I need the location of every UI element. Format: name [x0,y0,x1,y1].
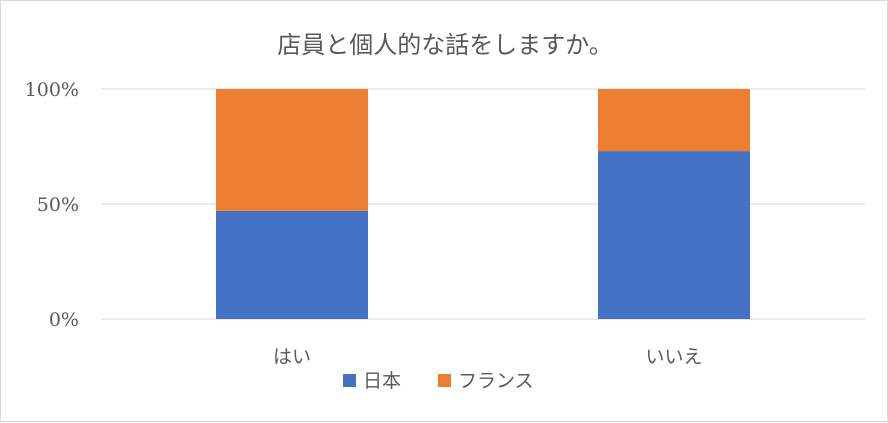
legend-swatch [438,374,451,387]
chart-title: 店員と個人的な話をしますか。 [277,31,613,59]
bar-series-1-2 [598,151,750,319]
bar-series-2-2 [598,89,750,152]
bars [216,89,750,319]
x-category-label: いいえ [645,346,702,368]
legend-label: 日本 [363,370,401,392]
y-tick-label: 50% [37,194,79,216]
gridlines [101,88,865,320]
bar-series-2-1 [216,89,368,211]
legend-swatch [343,374,356,387]
y-axis-ticks: 0% 50% 100% [25,79,79,331]
bar-series-1-1 [216,210,368,319]
y-tick-label: 100% [25,79,79,101]
x-axis-categories: はい いいえ [273,346,703,368]
legend: 日本 フランス [343,370,534,392]
y-tick-label: 0% [49,309,79,331]
legend-label: フランス [458,370,534,392]
x-category-label: はい [273,346,311,368]
